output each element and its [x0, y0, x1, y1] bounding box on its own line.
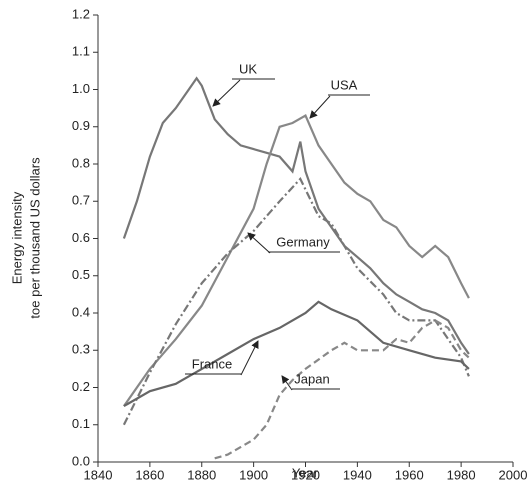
x-axis-label: Year	[292, 465, 319, 480]
series-line	[122, 176, 470, 426]
x-tick-label: 2000	[499, 467, 528, 482]
y-tick-label: 0.3	[72, 342, 90, 357]
y-tick-label: 1.0	[72, 81, 90, 96]
y-tick-label: 0.0	[72, 453, 90, 468]
x-tick-label: 1980	[447, 467, 476, 482]
y-tick-label: 0.1	[72, 416, 90, 431]
y-tick-label: 1.1	[72, 44, 90, 59]
y-tick-label: 0.2	[72, 379, 90, 394]
x-tick-label: 1920	[291, 467, 320, 482]
y-tick-label: 0.8	[72, 155, 90, 170]
series-annotation: USA	[331, 77, 358, 92]
series-annotation: Japan	[294, 371, 329, 386]
x-tick-label: 1880	[187, 467, 216, 482]
x-tick-label: 1840	[84, 467, 113, 482]
y-tick-label: 0.5	[72, 267, 90, 282]
y-tick-label: 0.4	[72, 304, 90, 319]
annotation-arrow	[240, 340, 259, 376]
x-tick-label: 1900	[239, 467, 268, 482]
y-tick-label: 0.9	[72, 118, 90, 133]
series-line	[122, 114, 470, 407]
series-line	[123, 300, 470, 408]
series-annotation: UK	[239, 61, 257, 76]
y-axis-label-group: Energy intensity toe per thousand US dol…	[9, 157, 42, 319]
series-annotation: Germany	[276, 234, 330, 249]
y-axis-label: Energy intensity	[9, 191, 24, 284]
annotation-arrow	[281, 375, 293, 391]
y-tick-label: 0.6	[72, 230, 90, 245]
x-tick-label: 1860	[135, 467, 164, 482]
y-tick-label: 0.7	[72, 193, 90, 208]
x-tick-label: 1940	[343, 467, 372, 482]
y-axis-label: toe per thousand US dollars	[27, 157, 42, 319]
series-line	[122, 76, 470, 355]
y-tick-label: 1.2	[72, 6, 90, 21]
x-tick-label: 1960	[395, 467, 424, 482]
series-annotation: France	[192, 356, 232, 371]
annotation-arrow	[212, 79, 241, 107]
annotation-arrow	[247, 232, 271, 254]
series-line	[214, 319, 470, 460]
annotation-arrow	[309, 95, 331, 119]
